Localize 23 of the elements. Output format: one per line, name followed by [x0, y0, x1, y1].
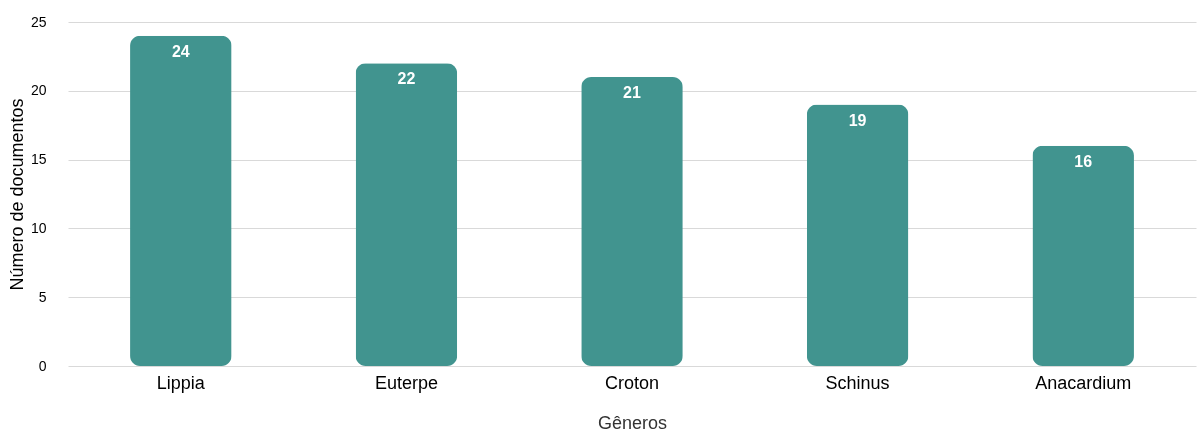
data-label: 16 [1074, 152, 1093, 170]
bar [1032, 145, 1134, 366]
y-tick-label: 15 [30, 151, 47, 168]
bar [581, 77, 683, 366]
data-label: 24 [171, 42, 190, 60]
bar [355, 63, 458, 366]
data-label: 21 [623, 84, 641, 102]
data-label: 19 [848, 111, 867, 129]
bar [806, 104, 909, 366]
x-tick-label: Lippia [156, 372, 206, 393]
y-axis-title: Número de documentos [6, 98, 27, 291]
bar [130, 35, 232, 366]
y-tick-label: 5 [38, 288, 47, 305]
x-tick-label: Anacardium [1035, 372, 1132, 393]
data-label: 22 [397, 70, 416, 88]
y-tick-label: 25 [30, 13, 47, 30]
x-tick-label: Euterpe [374, 372, 438, 393]
y-tick-label: 0 [38, 357, 47, 374]
x-tick-label: Schinus [825, 372, 890, 393]
y-tick-label: 10 [30, 219, 47, 236]
y-tick-label: 20 [30, 82, 47, 99]
x-tick-label: Croton [604, 372, 660, 393]
x-axis-title: Gêneros [597, 412, 668, 433]
